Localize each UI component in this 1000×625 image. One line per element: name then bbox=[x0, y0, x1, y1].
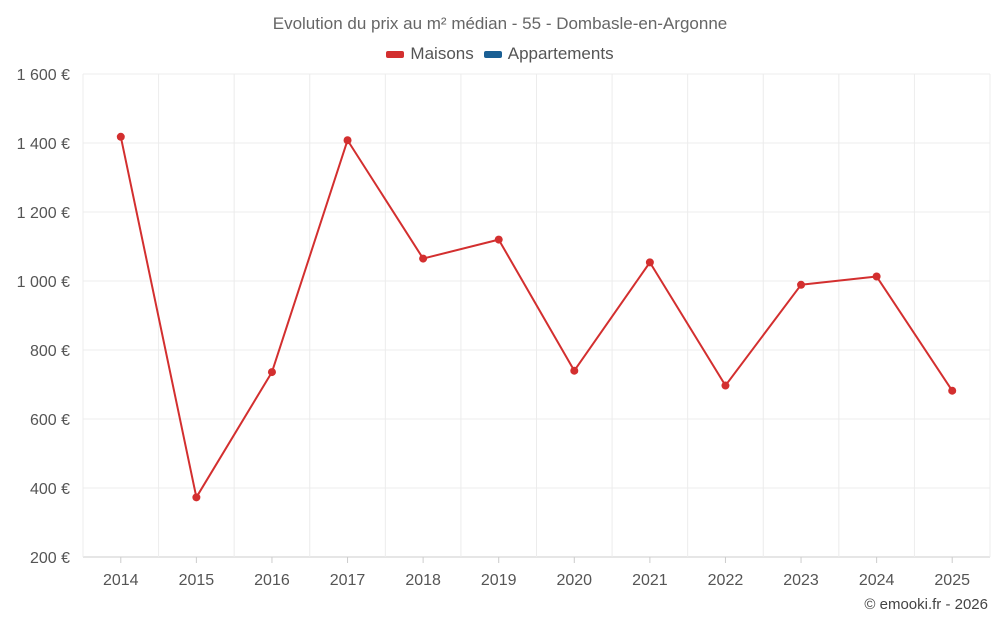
legend-label-appartements: Appartements bbox=[507, 44, 614, 63]
x-tick-label: 2025 bbox=[934, 572, 970, 589]
data-point bbox=[948, 386, 957, 395]
x-tick-label: 2018 bbox=[405, 572, 441, 589]
y-tick-label: 1 000 € bbox=[17, 274, 70, 291]
legend-label-maisons: Maisons bbox=[410, 44, 474, 63]
data-point bbox=[419, 254, 428, 263]
x-tick-label: 2019 bbox=[481, 572, 517, 589]
chart-legend: Maisons Appartements bbox=[0, 44, 1000, 64]
legend-item-maisons[interactable]: Maisons bbox=[386, 44, 474, 64]
chart-title: Evolution du prix au m² médian - 55 - Do… bbox=[272, 14, 728, 33]
x-tick-label: 2015 bbox=[179, 572, 215, 589]
data-point bbox=[267, 368, 276, 377]
series-line-maisons bbox=[119, 136, 954, 499]
data-point bbox=[645, 258, 654, 267]
y-tick-label: 800 € bbox=[30, 343, 70, 360]
x-tick-label: 2017 bbox=[330, 572, 366, 589]
legend-item-appartements[interactable]: Appartements bbox=[483, 44, 614, 64]
y-tick-label: 1 200 € bbox=[17, 205, 70, 222]
data-point bbox=[192, 493, 201, 502]
x-tick-label: 2024 bbox=[859, 572, 895, 589]
x-tick-label: 2014 bbox=[103, 572, 139, 589]
y-tick-label: 200 € bbox=[30, 550, 70, 567]
legend-swatch-maisons bbox=[386, 50, 405, 58]
y-tick-label: 1 600 € bbox=[17, 67, 70, 84]
data-point bbox=[494, 235, 503, 244]
x-tick-label: 2016 bbox=[254, 572, 290, 589]
legend-swatch-appartements bbox=[483, 50, 502, 58]
x-tick-label: 2023 bbox=[783, 572, 819, 589]
credit-text: © emooki.fr - 2026 bbox=[864, 596, 988, 613]
data-point bbox=[570, 366, 579, 375]
x-tick-label: 2020 bbox=[556, 572, 592, 589]
y-tick-label: 600 € bbox=[30, 412, 70, 429]
data-point bbox=[872, 272, 881, 281]
y-tick-label: 400 € bbox=[30, 481, 70, 498]
data-point bbox=[116, 132, 125, 141]
x-tick-label: 2021 bbox=[632, 572, 668, 589]
y-tick-label: 1 400 € bbox=[17, 136, 70, 153]
data-point bbox=[797, 280, 806, 289]
data-point bbox=[343, 136, 352, 145]
data-point bbox=[721, 381, 730, 390]
x-tick-label: 2022 bbox=[708, 572, 744, 589]
